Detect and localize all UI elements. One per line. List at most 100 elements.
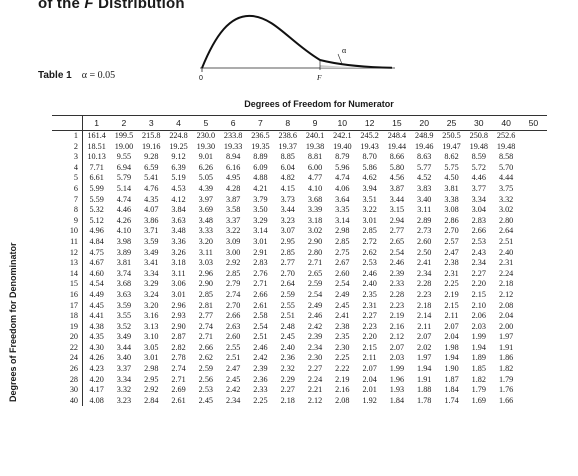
table-cell: 6.16 (225, 162, 241, 172)
table-cell: 2.54 (253, 321, 268, 331)
table-cell: 1.97 (417, 353, 432, 363)
table-row: 15 4.54 3.68 3.29 3.06 2.90 2.79 2.71 2.64 2.59 2.… (52, 279, 547, 290)
table-cell: 2.75 (335, 247, 350, 257)
table-cell: 4.26 (116, 215, 132, 225)
table-cell: 5.72 (471, 162, 486, 172)
table-cell: 2.33 (389, 279, 405, 289)
table-cell: 2.85 (198, 289, 213, 299)
table-cell: 3.03 (198, 258, 213, 268)
table-cell: 3.69 (198, 205, 213, 215)
table-cell: 2.73 (417, 226, 432, 236)
table-cell: 2.07 (389, 342, 405, 352)
table-cell: 2.06 (471, 311, 486, 321)
table-cell: 9.28 (144, 152, 159, 162)
table-cell: 2.00 (498, 321, 514, 331)
table-cell: 2.50 (417, 247, 432, 257)
table-cell: 2.38 (444, 258, 459, 268)
table-cell: 2.30 (335, 342, 350, 352)
table-cell: 3.35 (335, 205, 350, 215)
table-cell: 1.82 (498, 364, 514, 374)
table-cell (520, 152, 547, 163)
table-cell: 2.16 (335, 385, 350, 395)
table-cell: 3.68 (116, 279, 132, 289)
table-cell (520, 226, 547, 237)
column-header: 5 (192, 115, 220, 131)
table-cell: 224.8 (169, 131, 188, 140)
table-cell: 4.41 (89, 311, 104, 321)
table-cell: 1.85 (471, 364, 486, 374)
table-cell: 2.19 (444, 289, 459, 299)
table-cell: 2.01 (362, 385, 377, 395)
column-header: 3 (137, 115, 165, 131)
table-cell: 2.84 (144, 395, 159, 405)
column-header: 40 (492, 115, 520, 131)
table-cell: 2.42 (225, 385, 241, 395)
table-cell: 2.62 (198, 353, 213, 363)
table-cell: 4.56 (389, 173, 405, 183)
table-cell: 2.40 (498, 247, 514, 257)
table-cell: 2.77 (280, 258, 295, 268)
table-cell: 3.01 (253, 236, 268, 246)
table-cell: 4.20 (89, 374, 104, 384)
heading-prefix: of the (38, 0, 85, 12)
figure-alpha-label: α (342, 46, 347, 55)
table-cell: 3.01 (171, 289, 186, 299)
table-cell: 1.69 (471, 395, 486, 405)
table-cell: 2.90 (171, 321, 186, 331)
row-df-label: 1 (52, 130, 83, 142)
table-cell: 2.12 (307, 395, 323, 405)
table-cell: 2.46 (362, 268, 377, 278)
table-cell: 2.61 (253, 300, 268, 310)
table-cell: 250.5 (442, 131, 461, 140)
table-cell: 2.36 (280, 353, 295, 363)
table-cell: 2.71 (171, 374, 186, 384)
table-cell: 3.55 (116, 311, 132, 321)
table-cell: 1.93 (389, 385, 405, 395)
table-cell: 3.68 (307, 194, 323, 204)
row-df-label: 40 (52, 395, 83, 407)
table-cell: 2.39 (253, 364, 268, 374)
column-header: 30 (465, 115, 493, 131)
row-df-label: 22 (52, 342, 83, 354)
table-cell: 2.11 (417, 321, 432, 331)
table-cell: 1.84 (444, 385, 459, 395)
table-cell: 2.31 (498, 258, 514, 268)
table-cell: 3.34 (471, 194, 486, 204)
row-df-label: 18 (52, 311, 83, 322)
table-cell: 2.89 (417, 215, 432, 225)
table-cell: 2.33 (253, 385, 268, 395)
table-cell: 2.16 (389, 321, 405, 331)
table-cell: 8.66 (389, 152, 405, 162)
table-cell: 2.47 (225, 364, 241, 374)
table-cell: 2.51 (253, 332, 268, 342)
table-row: 9 5.12 4.26 3.86 3.63 3.48 3.37 3.29 3.23 3.18 3.1… (52, 215, 547, 227)
table-cell: 3.36 (171, 236, 186, 246)
table-cell: 3.50 (253, 205, 268, 215)
table-cell (520, 142, 547, 153)
table-cell: 3.40 (417, 194, 432, 204)
table-cell: 3.26 (171, 247, 186, 257)
table-cell: 3.11 (171, 268, 186, 278)
table-cell: 3.32 (498, 194, 514, 204)
row-df-label: 11 (52, 236, 83, 248)
table-cell: 2.66 (225, 311, 241, 321)
table-cell: 2.12 (389, 332, 405, 342)
table-cell: 4.60 (89, 268, 104, 278)
table-cell: 5.80 (389, 162, 405, 172)
table-cell: 2.72 (362, 236, 377, 246)
table-cell: 2.11 (444, 311, 459, 321)
table-cell: 2.47 (444, 247, 459, 257)
table-cell: 2.65 (389, 236, 405, 246)
table-cell: 3.23 (280, 215, 295, 225)
table-cell: 1.99 (471, 332, 486, 342)
table-cell: 2.08 (335, 395, 350, 405)
table-cell (520, 205, 547, 216)
table-cell: 2.34 (225, 395, 241, 405)
table-cell: 2.22 (335, 364, 350, 374)
table-cell: 4.38 (89, 321, 104, 331)
row-df-label: 5 (52, 173, 83, 184)
table-cell (520, 353, 547, 364)
table-cell: 4.53 (171, 183, 186, 193)
table-cell: 1.79 (471, 385, 486, 395)
table-cell: 3.23 (116, 395, 132, 405)
